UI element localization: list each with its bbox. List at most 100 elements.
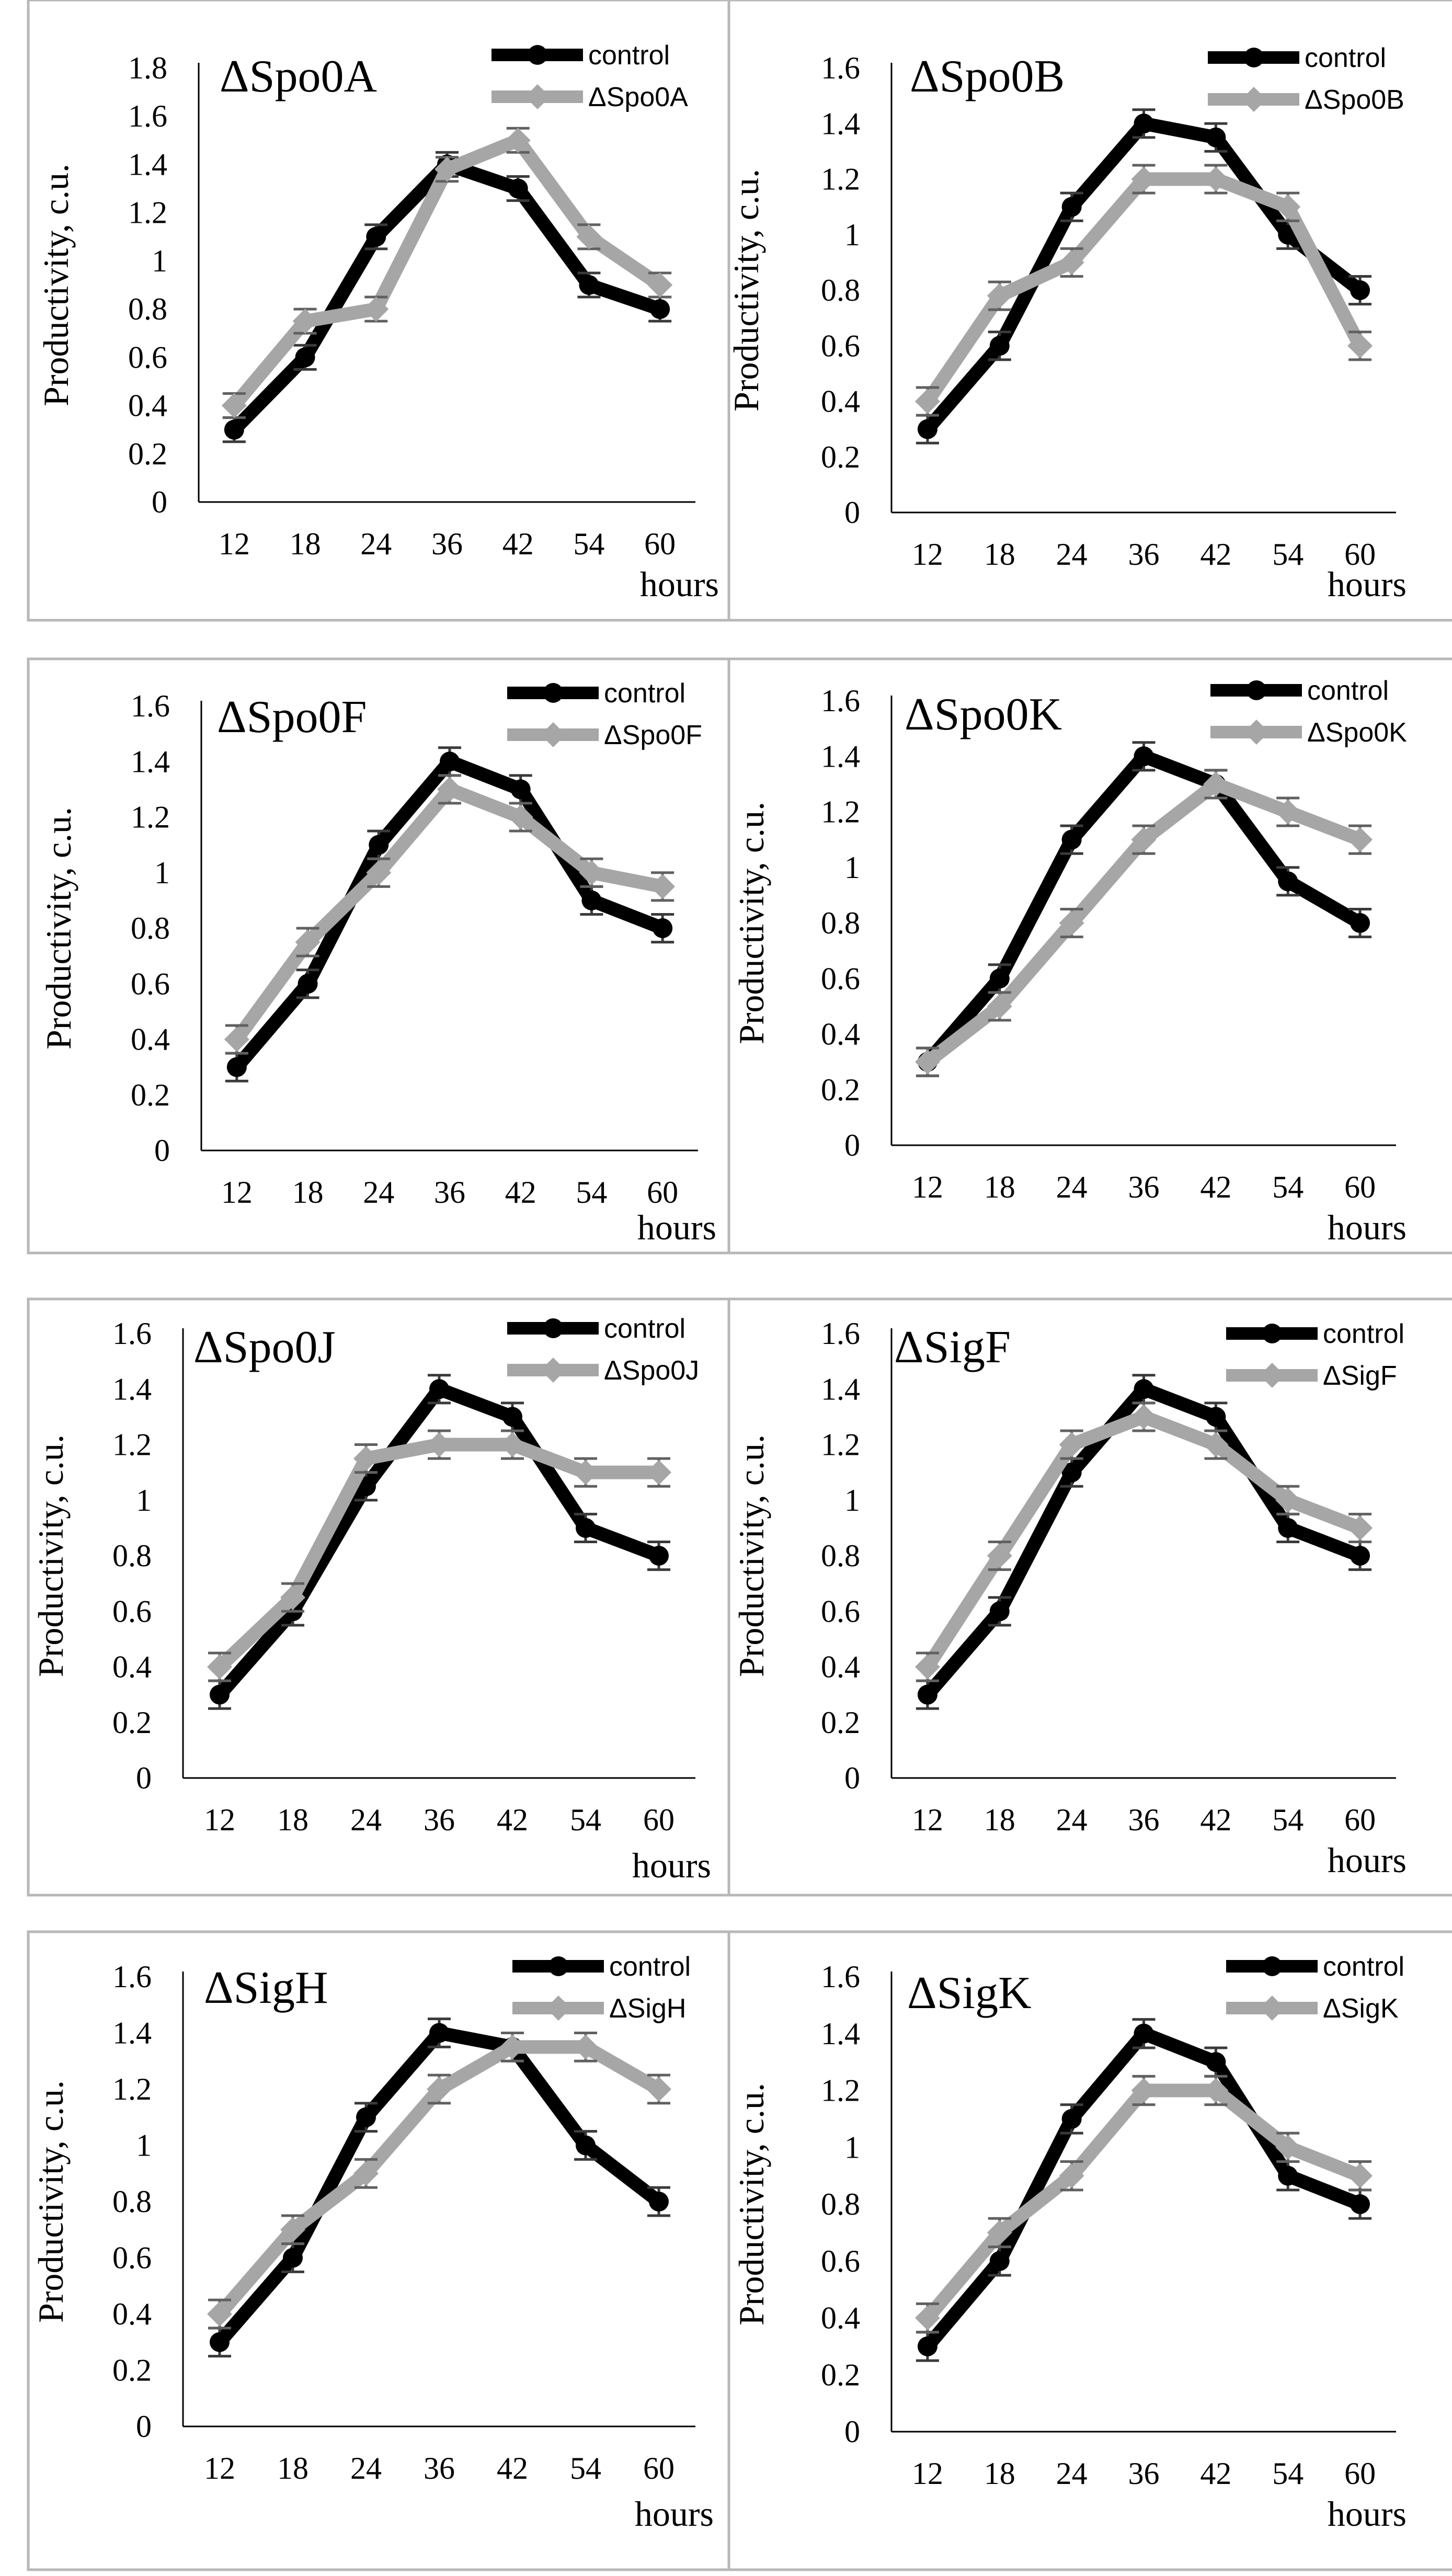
y-tick-label: 0.8: [112, 2184, 152, 2219]
y-tick-label: 0.6: [821, 328, 860, 363]
data-point: [914, 2305, 940, 2331]
y-axis-label: Productivity, c.u.: [731, 1434, 771, 1677]
x-tick-label: 24: [350, 1803, 382, 1837]
row-frame-2: [27, 657, 1452, 1255]
y-tick-label: 0.8: [821, 2187, 860, 2221]
data-point: [646, 2077, 671, 2102]
x-tick-label: 54: [1272, 1803, 1304, 1837]
y-tick-label: 1.4: [131, 744, 170, 779]
y-axis-label: Productivity, c.u.: [31, 1434, 71, 1677]
x-tick-label: 24: [350, 2451, 382, 2486]
x-tick-label: 12: [912, 2456, 943, 2491]
y-tick-label: 1.4: [112, 2016, 152, 2050]
x-tick-label: 24: [363, 1175, 394, 1210]
data-point: [1275, 1487, 1301, 1513]
x-tick-label: 54: [1272, 1170, 1304, 1204]
legend-marker: [1247, 680, 1266, 700]
y-tick-label: 1.8: [128, 51, 167, 85]
legend-marker: [546, 1996, 571, 2021]
y-tick-label: 0.2: [821, 440, 860, 474]
x-tick-label: 18: [984, 537, 1015, 572]
legend-label: control: [609, 1952, 691, 1982]
series-mutant: [914, 769, 1373, 1077]
x-tick-label: 24: [1056, 537, 1088, 572]
y-tick-label: 1.4: [821, 106, 860, 141]
data-point: [1275, 799, 1301, 825]
data-point: [917, 2336, 937, 2356]
x-tick-label: 36: [434, 1175, 465, 1210]
y-tick-label: 0.2: [112, 2353, 152, 2388]
data-point: [224, 1027, 249, 1052]
legend-marker: [1244, 48, 1264, 67]
data-point: [1350, 1546, 1370, 1566]
x-tick-label: 18: [292, 1175, 324, 1210]
data-point: [505, 128, 531, 153]
x-tick-label: 36: [1128, 2456, 1160, 2491]
data-point: [429, 1379, 449, 1399]
legend-marker: [1244, 720, 1269, 745]
data-point: [207, 2301, 232, 2327]
y-tick-label: 0: [136, 2409, 152, 2444]
y-tick-label: 0.6: [821, 961, 860, 996]
legend-label: ΔSpo0B: [1305, 85, 1404, 115]
series-mutant: [221, 127, 673, 419]
y-tick-label: 1.6: [128, 99, 167, 133]
legend-label: control: [604, 678, 685, 709]
x-tick-label: 12: [912, 1803, 943, 1837]
data-point: [1134, 746, 1154, 767]
x-tick-label: 42: [1200, 2456, 1231, 2491]
chart-panel-8: 0 0.2 0.4 0.6 0.8 1 1.2 1.4 1.6 12 18 24 36 42 54 60 Pro…: [731, 1952, 1407, 2534]
data-point: [210, 2332, 230, 2352]
x-tick-label: 54: [570, 2451, 601, 2486]
data-point: [429, 2023, 449, 2043]
y-tick-label: 1.6: [821, 51, 860, 85]
chart-panel-2: 0 0.2 0.4 0.6 0.8 1 1.2 1.4 1.6 12 18 24 36 42 54 60 Pro…: [726, 43, 1407, 604]
chart-panel-1: 0 0.2 0.4 0.6 0.8 1 1.2 1.4 1.6 1.8 12 18 24 36 42 54 60…: [36, 40, 719, 604]
legend-label: ΔSpo0K: [1307, 717, 1407, 748]
x-tick-label: 42: [1200, 1803, 1231, 1837]
y-tick-label: 1.2: [821, 795, 860, 829]
legend-label: control: [1307, 676, 1389, 706]
y-tick-label: 1.6: [821, 683, 860, 718]
x-axis-label: hours: [632, 1845, 711, 1885]
y-axis-label: Productivity, c.u.: [36, 164, 76, 406]
y-tick-label: 0.4: [128, 389, 167, 423]
y-tick-label: 0.6: [128, 340, 167, 374]
data-point: [435, 156, 460, 182]
legend-label: control: [1323, 1319, 1404, 1349]
data-point: [427, 2077, 452, 2102]
data-point: [581, 890, 602, 910]
series-mutant: [224, 774, 676, 1055]
legend-marker: [543, 1318, 563, 1338]
data-point: [1059, 2163, 1084, 2189]
series-mutant: [914, 164, 1373, 417]
chart-panel-5: 0 0.2 0.4 0.6 0.8 1 1.2 1.4 1.6 12 18 24 36 42 54 60 Pro…: [31, 1314, 711, 1885]
data-point: [1350, 280, 1370, 300]
data-point: [508, 178, 528, 199]
y-tick-label: 1.2: [112, 2072, 152, 2106]
data-point: [914, 1654, 940, 1680]
data-point: [573, 1460, 598, 1485]
legend-marker: [541, 1358, 566, 1383]
data-point: [647, 272, 673, 298]
legend-label: ΔSpo0J: [604, 1355, 699, 1386]
x-tick-label: 12: [204, 1803, 235, 1837]
data-point: [210, 1684, 230, 1705]
x-tick-label: 36: [1128, 1170, 1160, 1204]
data-point: [1131, 2078, 1157, 2103]
data-point: [366, 860, 392, 885]
chart-panel-6: 0 0.2 0.4 0.6 0.8 1 1.2 1.4 1.6 12 18 24 36 42 54 60 Pro…: [731, 1316, 1407, 1880]
x-tick-label: 24: [1056, 1170, 1088, 1204]
x-tick-label: 60: [643, 1803, 674, 1837]
legend-marker: [548, 1956, 568, 1976]
x-tick-label: 24: [360, 527, 392, 561]
data-point: [1347, 2163, 1373, 2189]
y-tick-label: 0.4: [821, 1017, 860, 1052]
data-point: [207, 1654, 232, 1680]
y-tick-label: 1.6: [821, 1316, 860, 1351]
x-tick-label: 60: [647, 1175, 678, 1210]
data-point: [650, 299, 670, 320]
data-point: [1278, 1518, 1298, 1538]
chart-title: ΔSpo0K: [905, 689, 1062, 740]
data-point: [1275, 194, 1301, 220]
